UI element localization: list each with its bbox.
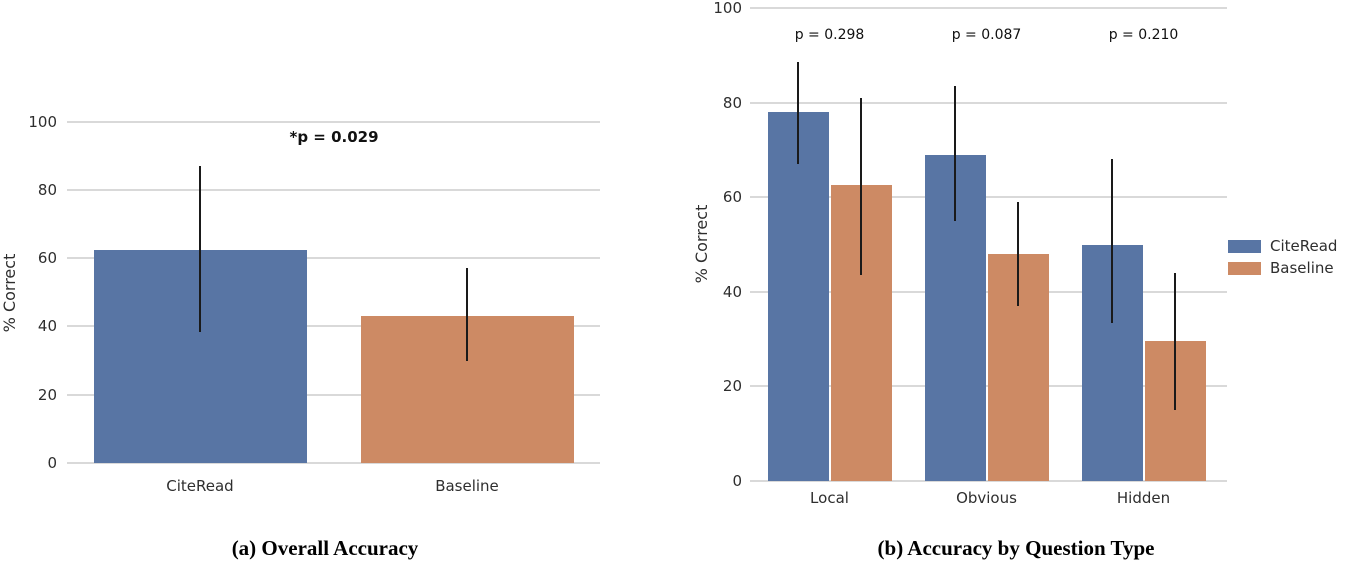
gridline-y-80 — [67, 188, 600, 191]
y-tick-label-0: 0 — [732, 472, 742, 490]
legend-label-citeread: CiteRead — [1270, 237, 1338, 255]
error-bar-citeread-local — [797, 62, 799, 165]
gridline-y-0 — [67, 462, 600, 464]
gridline-y-100 — [750, 7, 1227, 9]
y-tick-label-40: 40 — [37, 317, 57, 336]
error-bar-citeread-hidden — [1111, 159, 1113, 323]
caption-a: (a) Overall Accuracy — [231, 536, 419, 560]
error-bar-baseline-local — [860, 97, 862, 276]
x-tick-label-obvious: Obvious — [956, 489, 1017, 507]
error-bar-accuracy-citeread — [199, 165, 201, 332]
error-bar-citeread-obvious — [954, 86, 956, 221]
y-axis-label-a: % Correct — [0, 253, 19, 333]
x-tick-label-local: Local — [810, 489, 849, 507]
gridline-y-80 — [750, 101, 1227, 104]
p-value-annotation-local: p = 0.298 — [794, 27, 865, 43]
legend-label-baseline: Baseline — [1270, 259, 1334, 277]
p-value-annotation-obvious: p = 0.087 — [951, 27, 1022, 43]
legend-item-baseline: Baseline — [1228, 257, 1337, 279]
x-tick-label-hidden: Hidden — [1116, 489, 1171, 507]
y-tick-label-80: 80 — [37, 180, 57, 199]
gridline-y-40 — [67, 325, 600, 328]
y-tick-label-100: 100 — [28, 112, 57, 131]
error-bar-accuracy-baseline — [466, 268, 468, 361]
x-tick-label-citeread: CiteRead — [166, 477, 234, 495]
y-tick-label-100: 100 — [713, 0, 742, 17]
y-tick-label-80: 80 — [722, 93, 742, 112]
gridline-y-100 — [67, 120, 600, 123]
legend-swatch-baseline — [1228, 261, 1261, 275]
legend: CiteRead Baseline — [1228, 235, 1337, 279]
significance-annotation: *p = 0.029 — [289, 128, 379, 146]
gridline-y-60 — [67, 257, 600, 260]
y-tick-label-20: 20 — [722, 377, 742, 396]
y-tick-label-0: 0 — [47, 454, 57, 472]
p-value-annotation-hidden: p = 0.210 — [1108, 27, 1179, 43]
x-tick-label-baseline: Baseline — [435, 477, 499, 495]
gridline-y-60 — [750, 196, 1227, 199]
caption-b: (b) Accuracy by Question Type — [877, 536, 1155, 560]
legend-item-citeread: CiteRead — [1228, 235, 1337, 257]
gridline-y-0 — [750, 480, 1227, 482]
legend-swatch-citeread — [1228, 239, 1261, 253]
y-tick-label-60: 60 — [37, 249, 57, 268]
y-tick-label-20: 20 — [37, 385, 57, 404]
error-bar-baseline-hidden — [1174, 272, 1176, 411]
y-tick-label-40: 40 — [722, 282, 742, 301]
error-bar-baseline-obvious — [1017, 201, 1019, 306]
gridline-y-20 — [67, 393, 600, 396]
bar-citeread-local — [767, 112, 829, 481]
y-tick-label-60: 60 — [722, 188, 742, 207]
y-axis-label-b: % Correct — [692, 204, 711, 284]
